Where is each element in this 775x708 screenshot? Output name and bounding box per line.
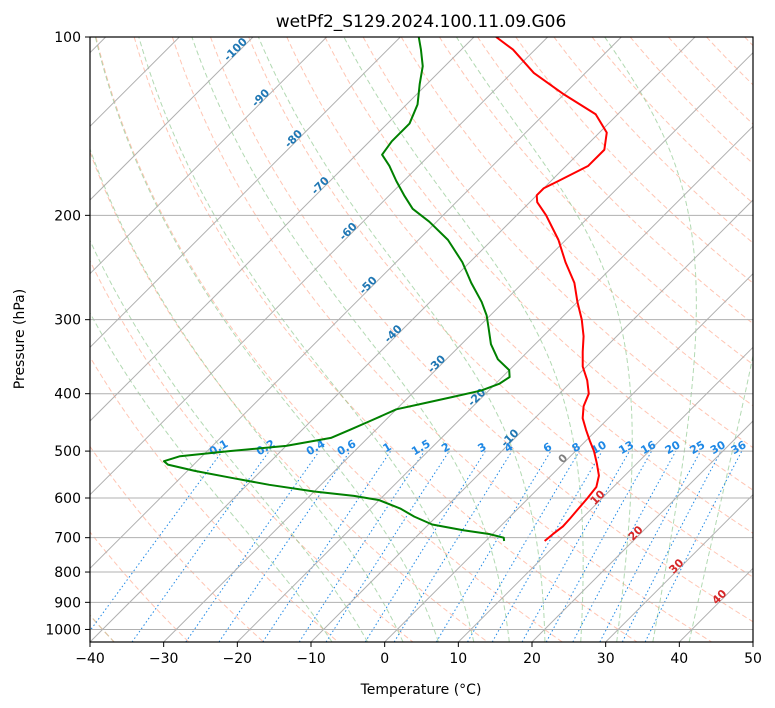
moist-adiabats (90, 37, 753, 642)
y-tick-label: 600 (54, 491, 81, 507)
dry-adiabat (286, 37, 753, 534)
dry-adiabat (324, 37, 753, 491)
dewpoint-line (162, 37, 511, 542)
y-tick-label: 400 (54, 387, 81, 403)
plot-area (90, 37, 753, 642)
mixing-ratio-line (521, 450, 630, 642)
y-tick-label: 500 (54, 444, 81, 460)
isotherms (90, 37, 753, 642)
isotherm (90, 37, 622, 570)
x-tick-label: 40 (670, 651, 688, 667)
x-tick-label: −40 (75, 651, 105, 667)
isotherm (90, 37, 254, 201)
mixing-ratio-line (90, 450, 223, 632)
chart-title: wetPf2_S129.2024.100.11.09.G06 (276, 12, 567, 32)
moist-adiabat (604, 37, 697, 642)
x-tick-label: −20 (223, 651, 253, 667)
dry-adiabat (248, 37, 753, 578)
mixing-ratio-line (262, 450, 392, 642)
moist-adiabat (257, 37, 546, 642)
mixing-ratio-line (572, 450, 677, 642)
y-tick-label: 1000 (45, 622, 81, 638)
x-tick-label: −30 (149, 651, 179, 667)
mixing-ratio-line (393, 450, 513, 642)
y-tick-label: 800 (54, 565, 81, 581)
isotherm (90, 37, 328, 275)
plot-contents: -100-90-80-70-60-50-40-30-20-10010203040… (90, 37, 753, 642)
moist-adiabat (90, 239, 369, 642)
moist-adiabat (343, 37, 584, 642)
mixing-ratio-line (644, 450, 743, 642)
moist-adiabat (94, 37, 439, 642)
dry-adiabat (210, 37, 753, 623)
dry-adiabat (439, 37, 753, 366)
y-tick-label: 300 (54, 313, 81, 329)
moist-adiabat (138, 37, 475, 642)
y-tick-label: 100 (54, 30, 81, 46)
dry-adiabat (90, 356, 339, 642)
dry-adiabat (629, 37, 753, 165)
x-tick-label: 30 (597, 651, 615, 667)
dry-adiabat (90, 445, 264, 642)
x-tick-label: 10 (449, 651, 467, 667)
moist-adiabat (90, 147, 404, 642)
y-tick-label: 200 (54, 208, 81, 224)
dry-adiabat (133, 37, 638, 642)
dry-adiabat (171, 37, 712, 642)
isotherm (90, 37, 401, 349)
isotherm (236, 125, 753, 642)
mixing-ratio-line (325, 450, 450, 642)
isotherm (310, 199, 753, 642)
x-tick-label: 20 (523, 651, 541, 667)
mixing-ratio-line (545, 450, 653, 642)
plot-frame (89, 36, 754, 643)
dry-adiabat (400, 37, 753, 407)
dry-adiabat (553, 37, 753, 244)
dry-adiabat (95, 37, 563, 642)
x-tick-label: 0 (380, 651, 389, 667)
mixing-ratio-lines (90, 450, 743, 642)
y-tick-label: 700 (54, 531, 81, 547)
moist-adiabat (688, 353, 753, 642)
moist-adiabat (90, 311, 333, 642)
temperature-line (495, 37, 608, 542)
isotherm (163, 51, 753, 642)
moist-adiabat (191, 37, 510, 642)
isotherm (457, 346, 753, 642)
isotherm (90, 37, 696, 642)
x-axis-label: Temperature (°C) (360, 682, 482, 698)
isotherm (90, 37, 549, 496)
y-axis-label: Pressure (hPa) (12, 289, 28, 389)
y-tick-label: 900 (54, 595, 81, 611)
axis-ticks: −40 −30 −20 −10 0 10 20 30 40 50 1000 900 800 700 600 5… (45, 30, 762, 667)
mixing-ratio-line (131, 450, 270, 642)
isotherm (605, 493, 753, 642)
x-tick-label: 50 (744, 651, 762, 667)
mixing-ratio-line (218, 450, 351, 642)
isotherm (531, 420, 753, 642)
mixing-ratio-line (185, 450, 320, 642)
dry-adiabat (515, 37, 753, 284)
profile-series (162, 37, 608, 542)
x-tick-label: −10 (296, 651, 326, 667)
isotherm (384, 272, 753, 642)
mixing-ratio-line (298, 450, 425, 642)
isotherm (90, 37, 475, 422)
